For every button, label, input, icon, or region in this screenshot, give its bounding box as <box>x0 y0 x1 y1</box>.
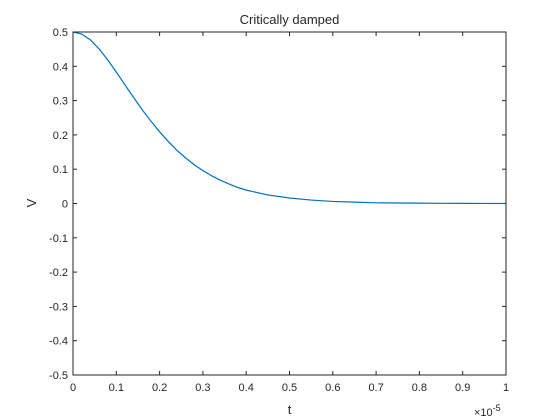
y-tick-label: -0.1 <box>49 233 68 245</box>
y-tick-label: -0.4 <box>49 336 68 348</box>
y-tick-label: -0.2 <box>49 267 68 279</box>
x-multiplier-exponent: -5 <box>493 403 501 413</box>
x-tick-label: 0.2 <box>152 382 167 394</box>
y-tick-label: 0.1 <box>53 164 68 176</box>
x-tick-label: 0.1 <box>109 382 124 394</box>
series-lines <box>72 31 507 205</box>
y-tick-label: 0 <box>62 199 68 211</box>
y-tick-label: 0.5 <box>53 27 68 39</box>
y-tick-label: 0.2 <box>53 130 68 142</box>
chart-title: Critically damped <box>240 12 340 27</box>
y-tick-label: -0.3 <box>49 301 68 313</box>
x-tick-label: 1 <box>503 382 509 394</box>
x-tick-label: 0.9 <box>455 382 470 394</box>
x-tick-label: 0 <box>70 382 76 394</box>
x-tick-label: 0.6 <box>325 382 340 394</box>
y-tick-label: 0.4 <box>53 61 68 73</box>
axes-box <box>72 31 507 376</box>
x-tick-label: 0.8 <box>412 382 427 394</box>
x-tick-label: 0.5 <box>282 382 297 394</box>
x-ticks: 0 0.1 0.2 0.3 0.4 0.5 0.6 0.7 0.8 0.9 1 <box>70 32 509 394</box>
x-axis-label: t <box>288 402 292 417</box>
y-axis-label: V <box>24 198 39 207</box>
series-line <box>72 31 507 205</box>
y-tick-label: -0.5 <box>49 370 68 382</box>
y-tick-label: 0.3 <box>53 96 68 108</box>
x-tick-label: 0.3 <box>195 382 210 394</box>
x-multiplier-base: ×10 <box>474 407 493 419</box>
x-tick-label: 0.7 <box>368 382 383 394</box>
x-tick-label: 0.4 <box>239 382 254 394</box>
x-axis-multiplier: ×10-5 <box>474 403 501 419</box>
